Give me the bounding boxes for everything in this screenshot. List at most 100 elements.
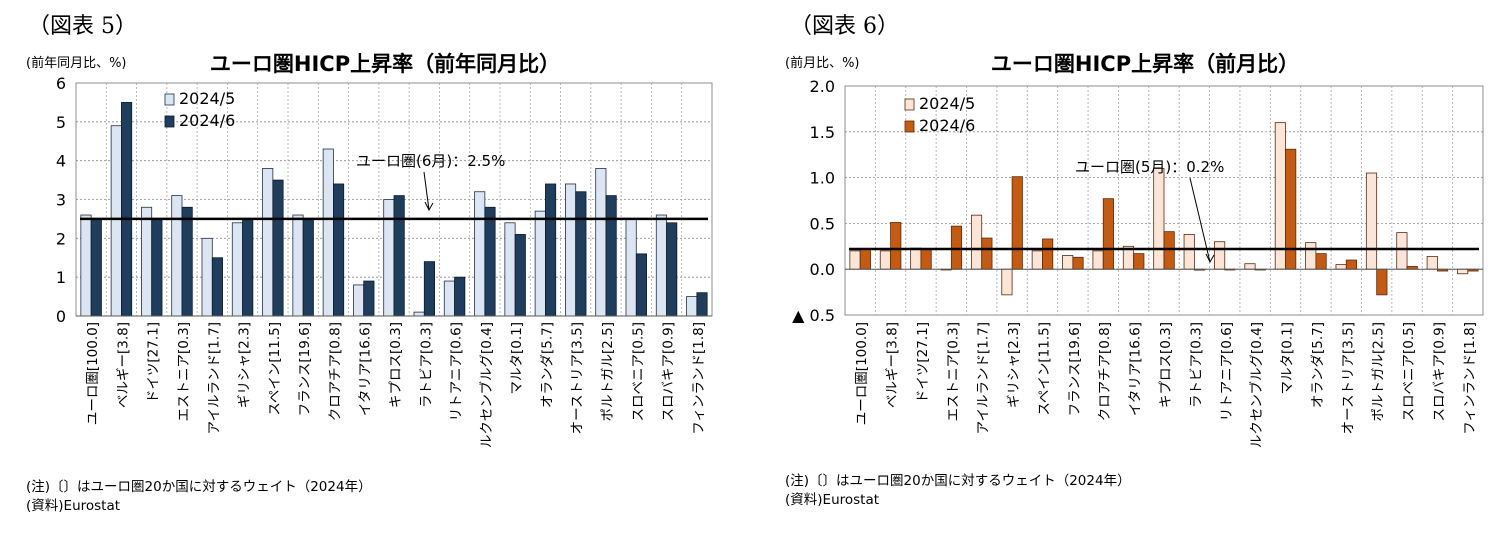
bar	[1376, 268, 1388, 296]
bar	[1345, 259, 1358, 270]
x-tick-label: エストニア[0.3]	[945, 322, 961, 422]
x-tick-label: オランダ[5.7]	[539, 322, 555, 408]
bar	[859, 248, 871, 270]
x-tick-label: アイルランド[1.7]	[976, 322, 992, 434]
x-tick-label: ユーロ圏[100.0]	[85, 322, 101, 425]
bar	[1163, 231, 1175, 270]
x-tick-label: キプロス[0.3]	[388, 322, 404, 408]
x-tick-label: キプロス[0.3]	[1158, 322, 1174, 408]
bar	[1042, 238, 1054, 270]
bar	[950, 225, 963, 270]
figure-5-label: （図表 5）	[28, 14, 137, 39]
x-tick-label: スペイン[11.5]	[1036, 322, 1052, 416]
x-tick-label: スロベニア[0.5]	[630, 322, 646, 422]
y-tick-label: 4	[56, 152, 66, 171]
annotation-arrow	[1189, 177, 1211, 263]
plot-area	[844, 85, 1484, 316]
bar	[849, 250, 861, 270]
y-tick-label: 5	[56, 113, 66, 132]
x-tick-label: ポルトガル[2.5]	[1371, 322, 1387, 422]
x-tick-label: スペイン[11.5]	[267, 322, 283, 416]
y-tick-label: 6	[56, 74, 66, 93]
reference-line-label: ユーロ圏(6月)：2.5%	[356, 152, 505, 170]
y-tick-label: 1	[56, 268, 66, 287]
bar	[1062, 255, 1074, 270]
annotation-arrow	[423, 171, 430, 211]
bar	[1102, 198, 1114, 270]
y-tick-label: 0.5	[810, 214, 835, 233]
legend-swatch	[164, 115, 175, 128]
bar	[1072, 256, 1084, 270]
y-tick-label: 1.0	[810, 169, 835, 188]
y-tick-label: ▲ 0.5	[792, 306, 835, 325]
figure-6-source: (資料)Eurostat	[785, 492, 880, 508]
legend-label: 2024/6	[179, 111, 235, 130]
bar	[1365, 172, 1378, 270]
bar	[970, 214, 983, 270]
bar	[1335, 264, 1347, 270]
x-tick-label: ラトビア[0.3]	[418, 322, 434, 408]
x-tick-label: イタリア[16.6]	[358, 322, 374, 416]
bar	[1092, 250, 1104, 270]
legend-swatch	[904, 98, 915, 111]
bar	[1244, 263, 1256, 270]
bar	[1315, 253, 1327, 270]
bar	[981, 237, 993, 270]
legend-swatch	[904, 120, 915, 133]
legend-label: 2024/5	[179, 89, 235, 108]
x-tick-label: フィンランド[1.8]	[691, 322, 707, 435]
figure-5-unit-label: (前年同月比、%)	[26, 56, 127, 71]
x-tick-label: フィンランド[1.8]	[1462, 322, 1478, 435]
x-tick-label: リトアニア[0.6]	[449, 322, 465, 421]
x-tick-label: ラトビア[0.3]	[1188, 322, 1204, 408]
x-tick-label: ポルトガル[2.5]	[600, 322, 616, 422]
bar	[1285, 148, 1297, 270]
bar	[920, 248, 932, 270]
figure-5-chart: 0 1 2 3 4 5 6 ユーロ圏(6月)：2.5% 2024/5 2024/6 ユーロ圏[100…	[56, 74, 713, 448]
x-tick-label: リトアニア[0.6]	[1219, 322, 1235, 421]
x-tick-label: オーストリア[3.5]	[570, 322, 586, 434]
figure-6-notes: (注)〔〕はユーロ圏20か国に対するウェイト（2024年） (資料)Eurost…	[785, 472, 1131, 510]
figure-5-source: (資料)Eurostat	[26, 498, 121, 514]
legend-label: 2024/6	[919, 116, 975, 135]
x-tick-label: ドイツ[27.1]	[146, 322, 162, 403]
x-tick-label: ベルギー[3.8]	[885, 322, 901, 408]
legend-label: 2024/5	[919, 94, 975, 113]
figure-5-note: (注)〔〕はユーロ圏20か国に対するウェイト（2024年）	[26, 479, 372, 495]
x-tick-label: オランダ[5.7]	[1310, 322, 1326, 408]
bar	[1274, 122, 1286, 270]
figure-6-title: ユーロ圏HICP上昇率（前月比）	[990, 52, 1300, 76]
legend-swatch	[164, 93, 175, 106]
bar	[910, 247, 922, 270]
bar	[1396, 232, 1408, 270]
x-tick-label: イタリア[16.6]	[1128, 322, 1144, 416]
x-tick-label: ベルギー[3.8]	[115, 322, 131, 408]
x-tick-label: ギリシャ[2.3]	[1006, 322, 1022, 408]
y-tick-label: 2.0	[810, 77, 835, 96]
reference-line-label: ユーロ圏(5月)：0.2%	[1075, 158, 1224, 176]
x-tick-label: エストニア[0.3]	[176, 322, 192, 422]
bar	[1133, 253, 1145, 270]
y-tick-label: 2	[56, 229, 66, 248]
x-tick-label: スロバキア[0.9]	[1431, 322, 1447, 422]
bar	[890, 222, 902, 270]
x-tick-label: マルタ[0.1]	[509, 322, 525, 395]
x-tick-label: アイルランド[1.7]	[206, 322, 222, 434]
x-tick-label: ドイツ[27.1]	[915, 322, 931, 403]
x-tick-label: スロバキア[0.9]	[661, 322, 677, 422]
annotation-arrowhead	[1205, 253, 1215, 264]
x-tick-label: ルクセンブルグ[0.4]	[1248, 322, 1265, 448]
figure-5-notes: (注)〔〕はユーロ圏20か国に対するウェイト（2024年） (資料)Eurost…	[26, 478, 372, 516]
x-tick-label: マルタ[0.1]	[1280, 322, 1296, 395]
annotation-arrowhead	[424, 201, 434, 212]
x-tick-label: クロアチア[0.8]	[1097, 322, 1113, 421]
x-tick-label: ルクセンブルグ[0.4]	[478, 322, 495, 448]
y-tick-label: 1.5	[810, 123, 835, 142]
x-tick-label: スロベニア[0.5]	[1401, 322, 1417, 422]
bar	[1031, 250, 1043, 270]
x-tick-label: ユーロ圏[100.0]	[854, 322, 870, 425]
x-tick-label: クロアチア[0.8]	[327, 322, 343, 421]
x-tick-label: オーストリア[3.5]	[1340, 322, 1356, 434]
figure-5-title: ユーロ圏HICP上昇率（前年同月比）	[209, 52, 561, 76]
bar	[1183, 233, 1195, 270]
